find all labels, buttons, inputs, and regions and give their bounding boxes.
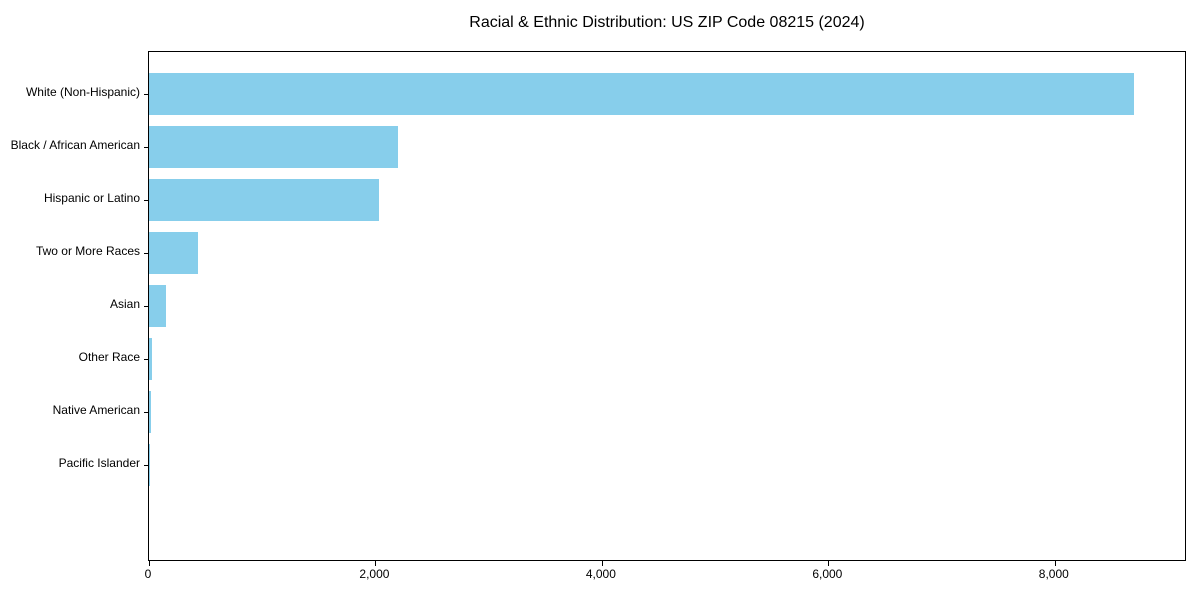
x-axis-tick-label: 6,000 (812, 567, 843, 581)
y-axis-tick (144, 252, 148, 254)
bar (149, 178, 380, 222)
x-axis-tick (149, 561, 150, 566)
y-axis-label: Asian (109, 297, 140, 311)
y-axis-label: Other Race (78, 350, 140, 365)
x-axis-tick (601, 561, 603, 566)
y-axis-label: White (Non-Hispanic) (25, 84, 140, 99)
y-axis-tick (144, 199, 148, 201)
y-axis-tick (144, 465, 148, 467)
y-axis-tick (144, 412, 148, 414)
y-axis-label: Black / African American (10, 137, 140, 152)
x-axis-tick (375, 561, 377, 566)
y-axis-label: Hispanic or Latino (43, 190, 140, 205)
y-axis-label: Pacific Islander (58, 456, 140, 471)
bar (149, 390, 151, 434)
x-axis-tick-label: 4,000 (585, 567, 616, 581)
y-axis-label: Native American (52, 403, 140, 418)
x-axis-tick (1054, 561, 1056, 566)
bar (149, 284, 166, 328)
y-axis-tick (144, 306, 148, 307)
bar (149, 337, 153, 381)
x-axis-tick-label: 8,000 (1038, 567, 1069, 581)
x-axis-tick (828, 561, 830, 566)
x-axis-tick-label: 2,000 (359, 567, 390, 581)
x-axis-tick-label: 0 (144, 567, 152, 581)
chart-title: Racial & Ethnic Distribution: US ZIP Cod… (469, 14, 865, 31)
y-axis-tick (144, 93, 148, 95)
bar (149, 72, 1135, 116)
y-axis-tick (144, 359, 148, 361)
plot-area (144, 51, 1186, 566)
y-axis-label: Two or More Races (35, 243, 140, 258)
bar (149, 125, 399, 169)
bar (149, 231, 198, 275)
y-axis-tick (144, 146, 148, 148)
